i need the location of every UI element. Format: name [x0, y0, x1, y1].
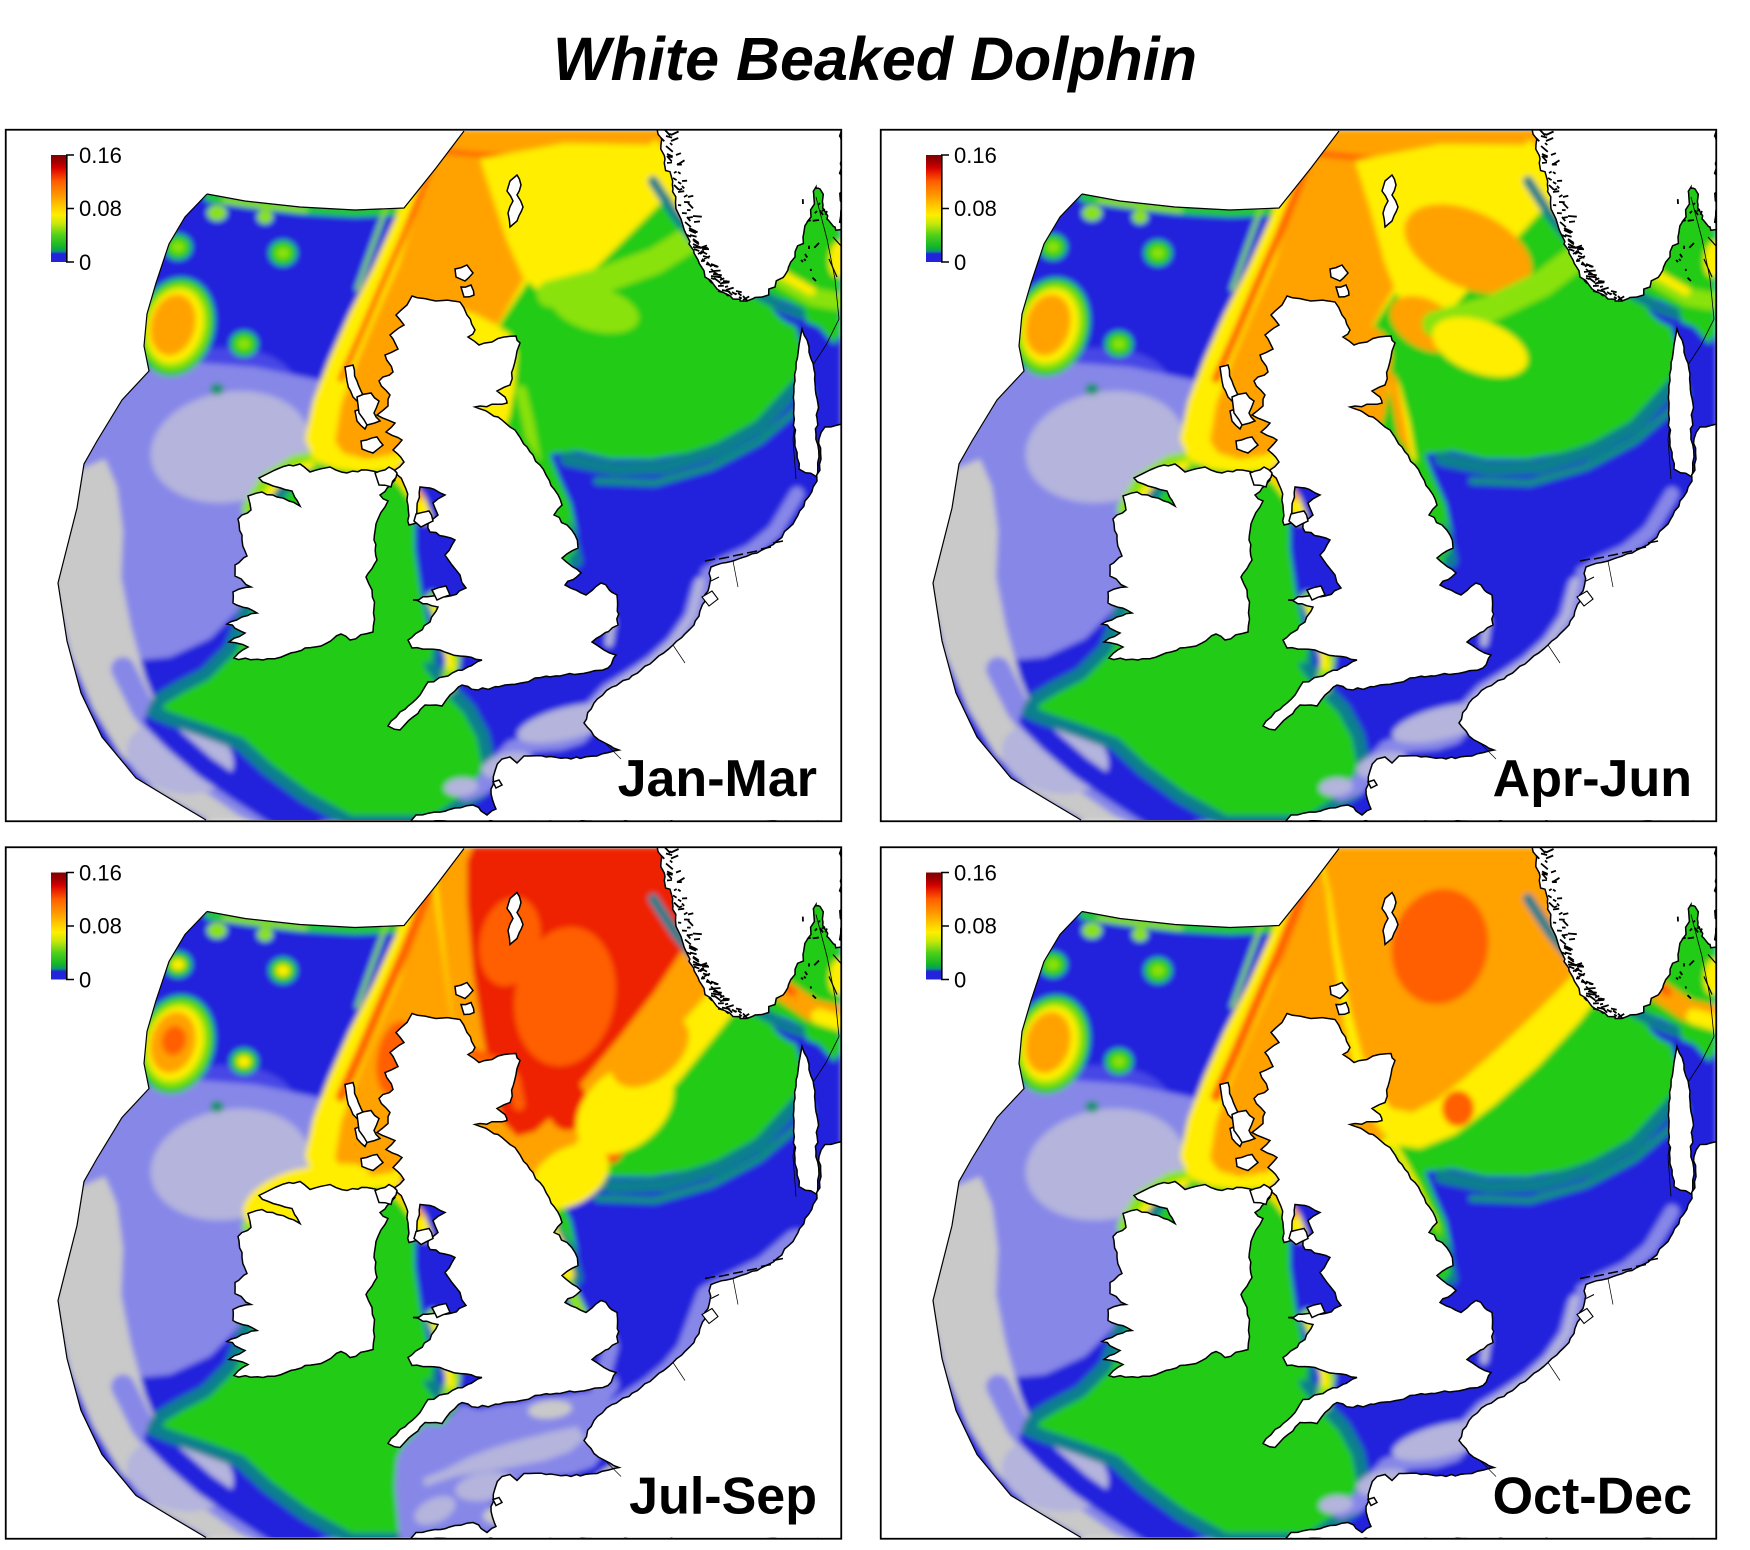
svg-text:0.08: 0.08	[79, 914, 122, 939]
svg-text:Jan-Mar: Jan-Mar	[618, 750, 817, 808]
svg-text:0: 0	[79, 250, 91, 275]
svg-text:0.08: 0.08	[954, 914, 997, 939]
svg-text:Apr-Jun: Apr-Jun	[1493, 750, 1692, 808]
svg-text:Jul-Sep: Jul-Sep	[629, 1468, 817, 1526]
svg-text:0: 0	[954, 968, 966, 993]
svg-text:0.08: 0.08	[954, 196, 997, 221]
svg-text:0.16: 0.16	[954, 861, 997, 886]
svg-text:0.16: 0.16	[79, 143, 122, 168]
svg-text:0.16: 0.16	[954, 143, 997, 168]
svg-text:Oct-Dec: Oct-Dec	[1493, 1468, 1692, 1526]
svg-text:White Beaked Dolphin: White Beaked Dolphin	[553, 25, 1197, 93]
svg-text:0.08: 0.08	[79, 196, 122, 221]
svg-text:0: 0	[954, 250, 966, 275]
svg-text:0: 0	[79, 968, 91, 993]
svg-text:0.16: 0.16	[79, 861, 122, 886]
